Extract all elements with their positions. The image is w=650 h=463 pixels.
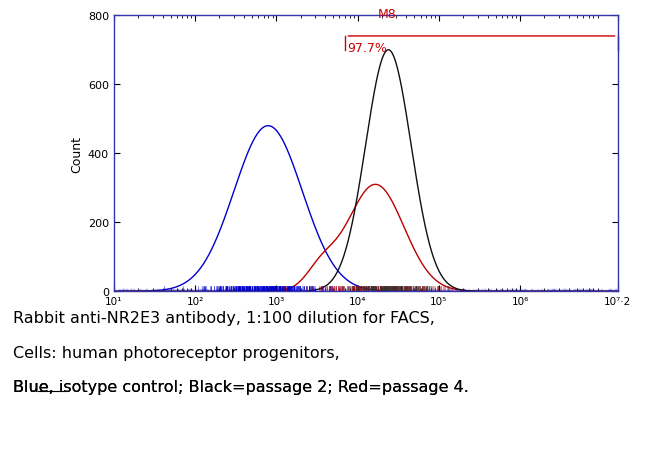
Y-axis label: Count: Count (71, 136, 84, 172)
Text: M8: M8 (378, 8, 396, 21)
Text: Blue, isotype control; Black=passage 2; Red=passage 4.: Blue, isotype control; Black=passage 2; … (13, 380, 469, 394)
Text: Cells: human photoreceptor progenitors,: Cells: human photoreceptor progenitors, (13, 345, 340, 360)
Text: 97.7%: 97.7% (347, 42, 387, 55)
Text: Blue,: Blue, (13, 380, 59, 394)
Text: Rabbit anti-NR2E3 antibody, 1:100 dilution for FACS,: Rabbit anti-NR2E3 antibody, 1:100 diluti… (13, 310, 435, 325)
Text: Blue, isotype control; Black=passage 2; Red=passage 4.: Blue, isotype control; Black=passage 2; … (13, 380, 469, 394)
